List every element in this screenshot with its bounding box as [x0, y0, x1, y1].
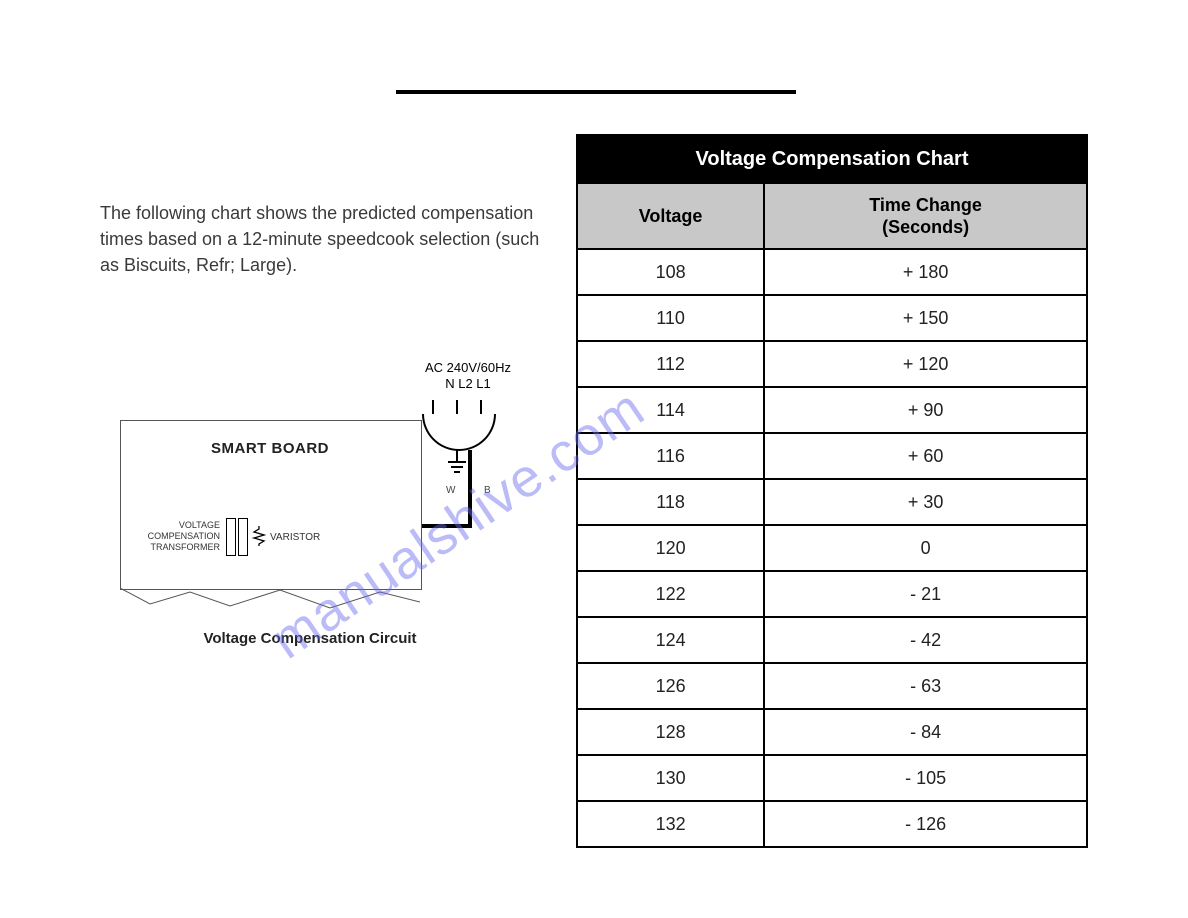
timechange-cell: - 42: [764, 617, 1087, 663]
timechange-cell: + 90: [764, 387, 1087, 433]
voltage-cell: 114: [577, 387, 764, 433]
table-row: 122- 21: [577, 571, 1087, 617]
voltage-cell: 126: [577, 663, 764, 709]
timechange-cell: + 150: [764, 295, 1087, 341]
top-rule: [396, 90, 796, 94]
smart-board-title: SMART BOARD: [140, 440, 400, 457]
table-col-timechange: Time Change(Seconds): [764, 183, 1087, 249]
timechange-cell: 0: [764, 525, 1087, 571]
table-row: 132- 126: [577, 801, 1087, 847]
table-row: 1200: [577, 525, 1087, 571]
timechange-cell: - 105: [764, 755, 1087, 801]
table-row: 114+ 90: [577, 387, 1087, 433]
voltage-cell: 118: [577, 479, 764, 525]
table-col-voltage: Voltage: [577, 183, 764, 249]
timechange-cell: + 120: [764, 341, 1087, 387]
varistor-icon: [252, 526, 266, 546]
table-title: Voltage Compensation Chart: [577, 135, 1087, 183]
table-row: 116+ 60: [577, 433, 1087, 479]
varistor-label: VARISTOR: [270, 532, 320, 543]
intro-paragraph: The following chart shows the predicted …: [100, 200, 540, 278]
vct-label: VOLTAGE COMPENSATION TRANSFORMER: [130, 520, 220, 553]
voltage-cell: 110: [577, 295, 764, 341]
timechange-cell: - 126: [764, 801, 1087, 847]
wire-vertical: [468, 450, 472, 528]
voltage-cell: 116: [577, 433, 764, 479]
voltage-cell: 108: [577, 249, 764, 295]
power-plug-icon: [412, 400, 502, 460]
table-row: 112+ 120: [577, 341, 1087, 387]
timechange-cell: - 84: [764, 709, 1087, 755]
ac-power-label: AC 240V/60Hz N L2 L1: [408, 360, 528, 392]
voltage-compensation-table: Voltage Compensation Chart Voltage Time …: [576, 134, 1088, 848]
voltage-compensation-diagram: AC 240V/60Hz N L2 L1 W B W R SMART BOARD…: [100, 360, 540, 660]
table-row: 108+ 180: [577, 249, 1087, 295]
timechange-cell: + 60: [764, 433, 1087, 479]
wire-label-w: W: [446, 485, 455, 496]
table-row: 118+ 30: [577, 479, 1087, 525]
wire-label-b: B: [484, 485, 491, 496]
board-torn-edge: [120, 588, 420, 610]
table-row: 110+ 150: [577, 295, 1087, 341]
voltage-cell: 120: [577, 525, 764, 571]
table-row: 124- 42: [577, 617, 1087, 663]
timechange-cell: + 30: [764, 479, 1087, 525]
voltage-cell: 124: [577, 617, 764, 663]
table-row: 128- 84: [577, 709, 1087, 755]
table-row: 126- 63: [577, 663, 1087, 709]
voltage-cell: 112: [577, 341, 764, 387]
timechange-cell: + 180: [764, 249, 1087, 295]
ac-line1: AC 240V/60Hz: [425, 360, 511, 375]
diagram-caption: Voltage Compensation Circuit: [160, 630, 460, 647]
transformer-icon: [226, 518, 236, 556]
timechange-cell: - 21: [764, 571, 1087, 617]
voltage-cell: 132: [577, 801, 764, 847]
voltage-cell: 128: [577, 709, 764, 755]
ac-line2: N L2 L1: [445, 376, 491, 391]
timechange-cell: - 63: [764, 663, 1087, 709]
table-row: 130- 105: [577, 755, 1087, 801]
transformer-icon-2: [238, 518, 248, 556]
voltage-cell: 122: [577, 571, 764, 617]
voltage-cell: 130: [577, 755, 764, 801]
